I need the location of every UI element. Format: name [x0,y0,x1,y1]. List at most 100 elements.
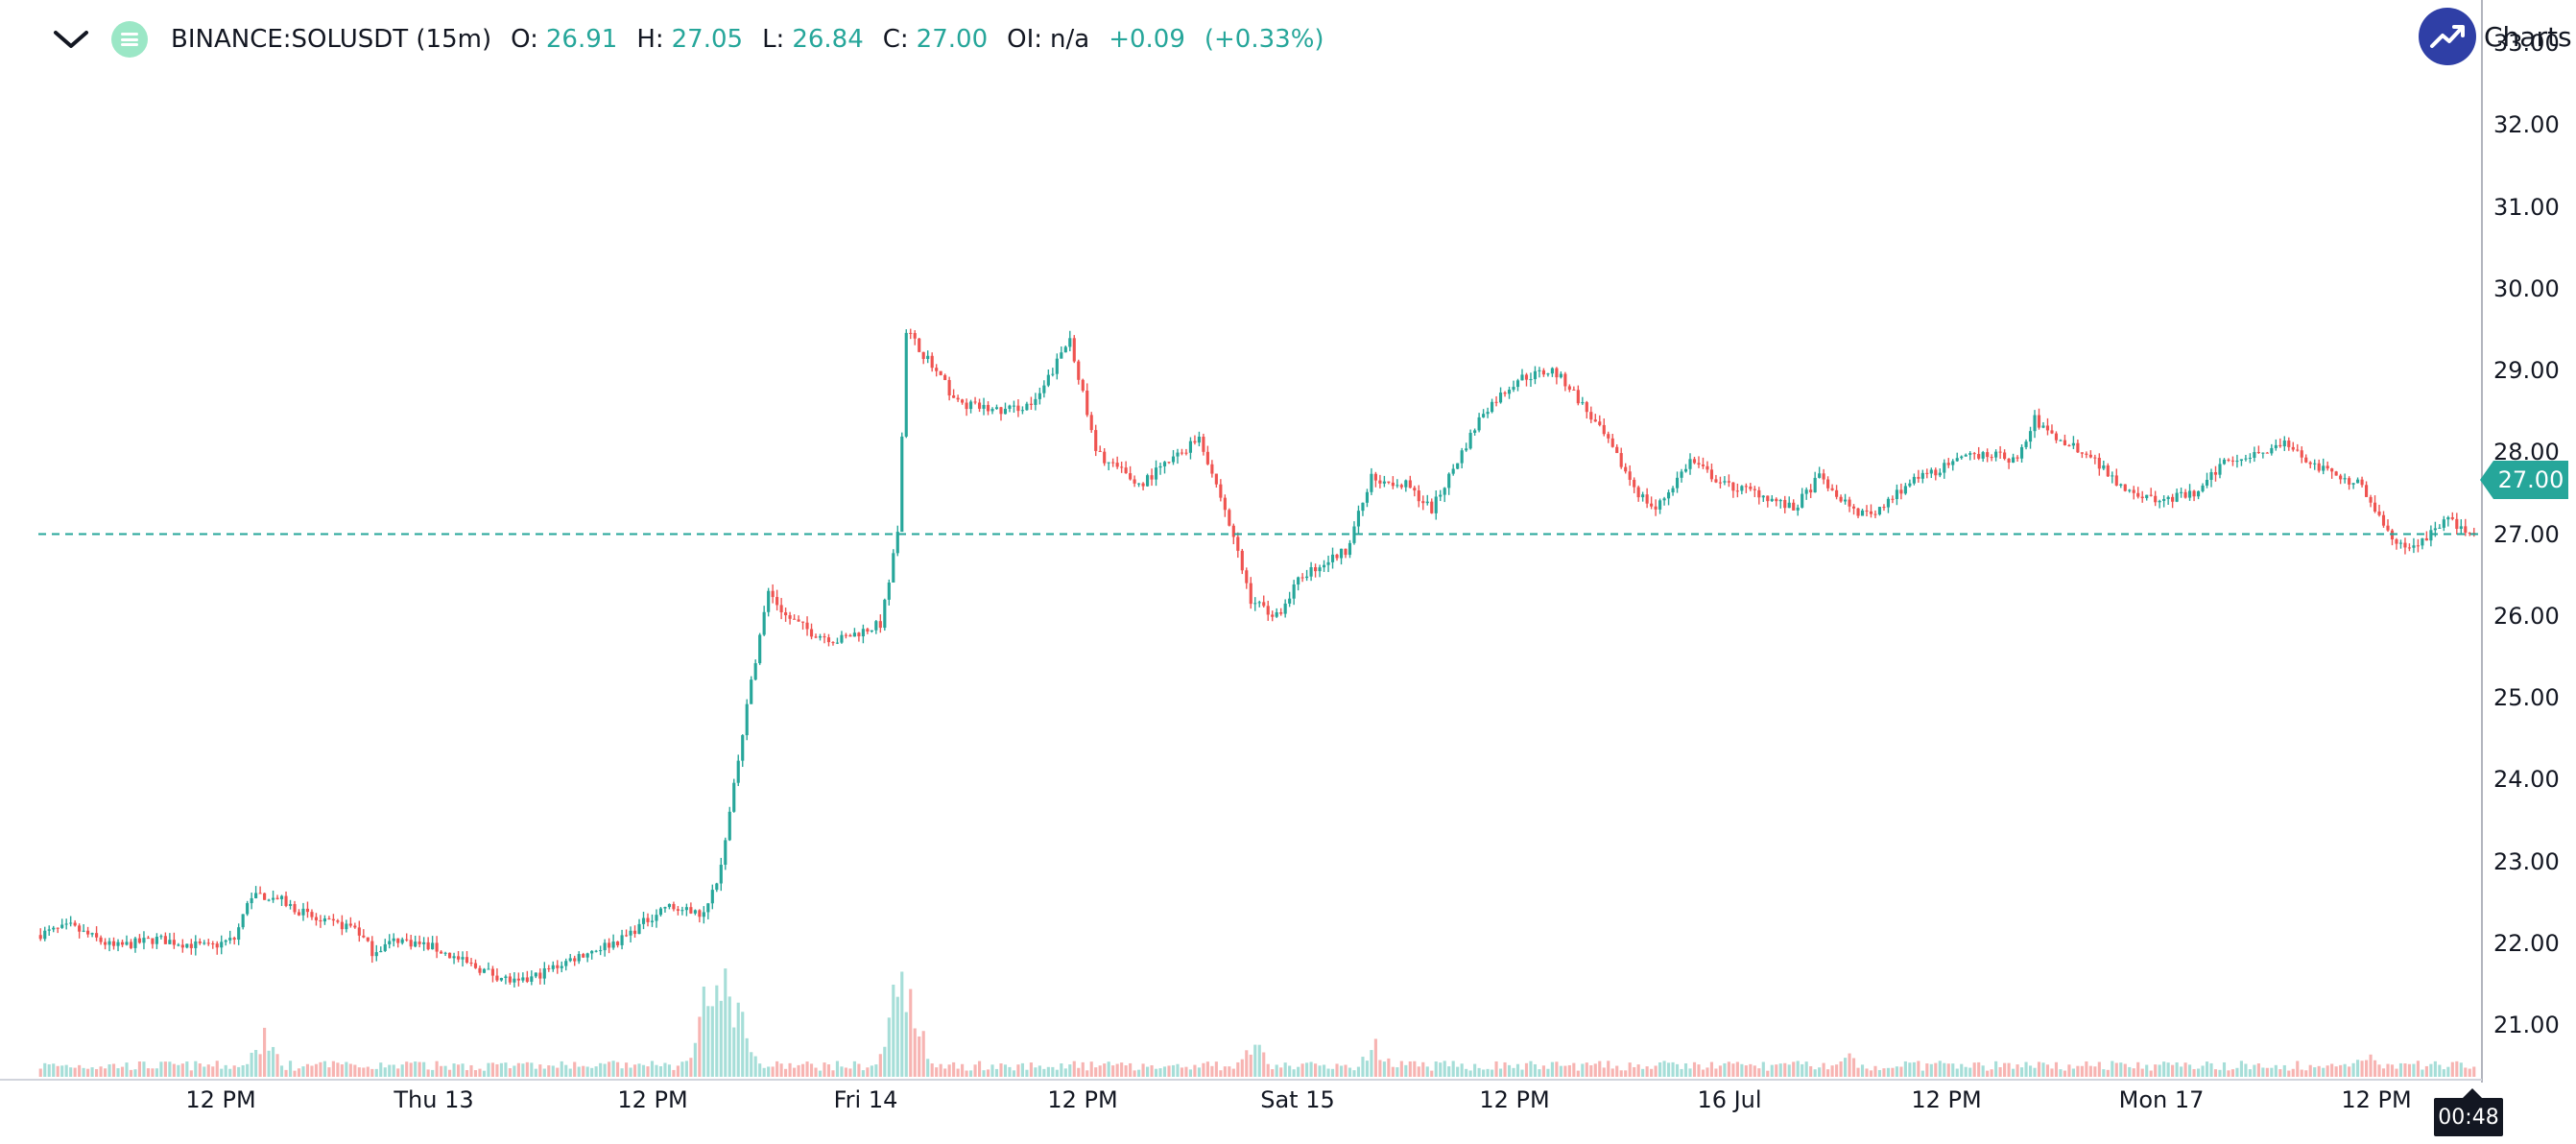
brand-badge[interactable]: Charts [2419,8,2572,65]
volume-bar [1326,1068,1330,1077]
candle [969,399,973,414]
volume-bar [2308,1064,2312,1077]
volume-bar [2278,1069,2282,1077]
candle [650,914,655,927]
candle [1735,483,1739,498]
candle [2348,476,2351,490]
volume-bar [2381,1068,2386,1077]
candle [1352,521,1356,545]
brand-text[interactable]: Charts [2484,20,2572,53]
candle [340,915,344,936]
volume-bar [340,1064,344,1077]
volume-bar [1512,1067,1515,1077]
candle [1697,456,1701,468]
menu-icon[interactable] [111,21,148,58]
candle [2045,417,2050,436]
volume-bar [1115,1063,1119,1077]
symbol-name[interactable]: BINANCE:SOLUSDT (15m) [171,25,492,54]
candle [142,931,146,950]
volume-bar [2261,1067,2265,1077]
volume-bar [2132,1068,2135,1077]
volume-bar [1309,1061,1313,1077]
candle [2334,470,2338,476]
volume-bar [857,1063,861,1077]
volume-bar [2442,1069,2445,1077]
volume-bar [904,1012,908,1077]
volume-bar [1443,1061,1446,1077]
volume-bar [646,1066,650,1077]
candle [405,933,409,942]
volume-bar [447,1069,452,1077]
volume-bar [2274,1064,2278,1077]
high-value: 27.05 [671,25,744,54]
volume-bar [314,1063,319,1077]
volume-bar [2334,1066,2338,1077]
volume-bar [1051,1066,1055,1077]
candle [2136,487,2140,499]
candle [1205,445,1209,465]
volume-bar [417,1061,421,1077]
candle [921,351,925,365]
candle [1300,573,1304,583]
volume-bar [220,1068,224,1077]
candle [1593,414,1597,422]
candle [2024,439,2028,450]
volume-bar [2114,1062,2118,1077]
candle [530,970,534,986]
candle [986,401,990,416]
volume-bar [1757,1068,1761,1077]
candle [2007,458,2011,469]
time-tick-label: 12 PM [1047,1086,1118,1113]
candle [2067,443,2071,447]
volume-bar [1804,1061,1808,1077]
volume-bar [1723,1062,1727,1077]
volume-bar [2360,1061,2364,1077]
candle [1297,576,1300,591]
candle [1210,460,1214,478]
candle [2308,461,2312,468]
volume-bar [663,1062,667,1077]
candle [1460,447,1464,468]
volume-bar [168,1061,172,1077]
volume-bar [2037,1061,2041,1077]
volume-bar [2369,1054,2373,1077]
candle [499,977,503,982]
volume-bar [1650,1068,1654,1077]
volume-bar [1373,1038,1377,1077]
candle [2369,494,2373,508]
time-tick-label: 12 PM [617,1086,688,1113]
candle [2019,443,2024,463]
candle [482,967,487,974]
price-tick-label: 22.00 [2493,929,2560,957]
volume-bar [1154,1068,1158,1077]
candle [1072,335,1076,364]
volume-bar [965,1070,968,1077]
volume-bar [1085,1070,1089,1077]
volume-bar [1619,1070,1623,1077]
volume-bar [538,1064,542,1077]
volume-bar [1572,1062,1576,1077]
price-tick-label: 23.00 [2493,847,2560,875]
candle [1089,412,1093,433]
candle [1778,498,1782,509]
candle [999,406,1003,421]
volume-bar [495,1063,499,1077]
candle [2128,489,2132,493]
candle [1986,448,1990,463]
candle [1512,380,1515,393]
volume-bar [973,1064,977,1077]
volume-bar [939,1063,942,1077]
volume-bar [246,1063,250,1077]
candle [2381,511,2386,528]
candle [637,918,641,935]
candle [1891,495,1895,504]
volume-bar [1775,1064,1778,1077]
chevron-down-icon[interactable] [46,15,96,63]
candle [1865,505,1869,517]
trending-up-icon[interactable] [2419,8,2476,65]
volume-bar [1257,1044,1261,1077]
volume-bar [814,1067,818,1077]
candle [1563,371,1567,392]
